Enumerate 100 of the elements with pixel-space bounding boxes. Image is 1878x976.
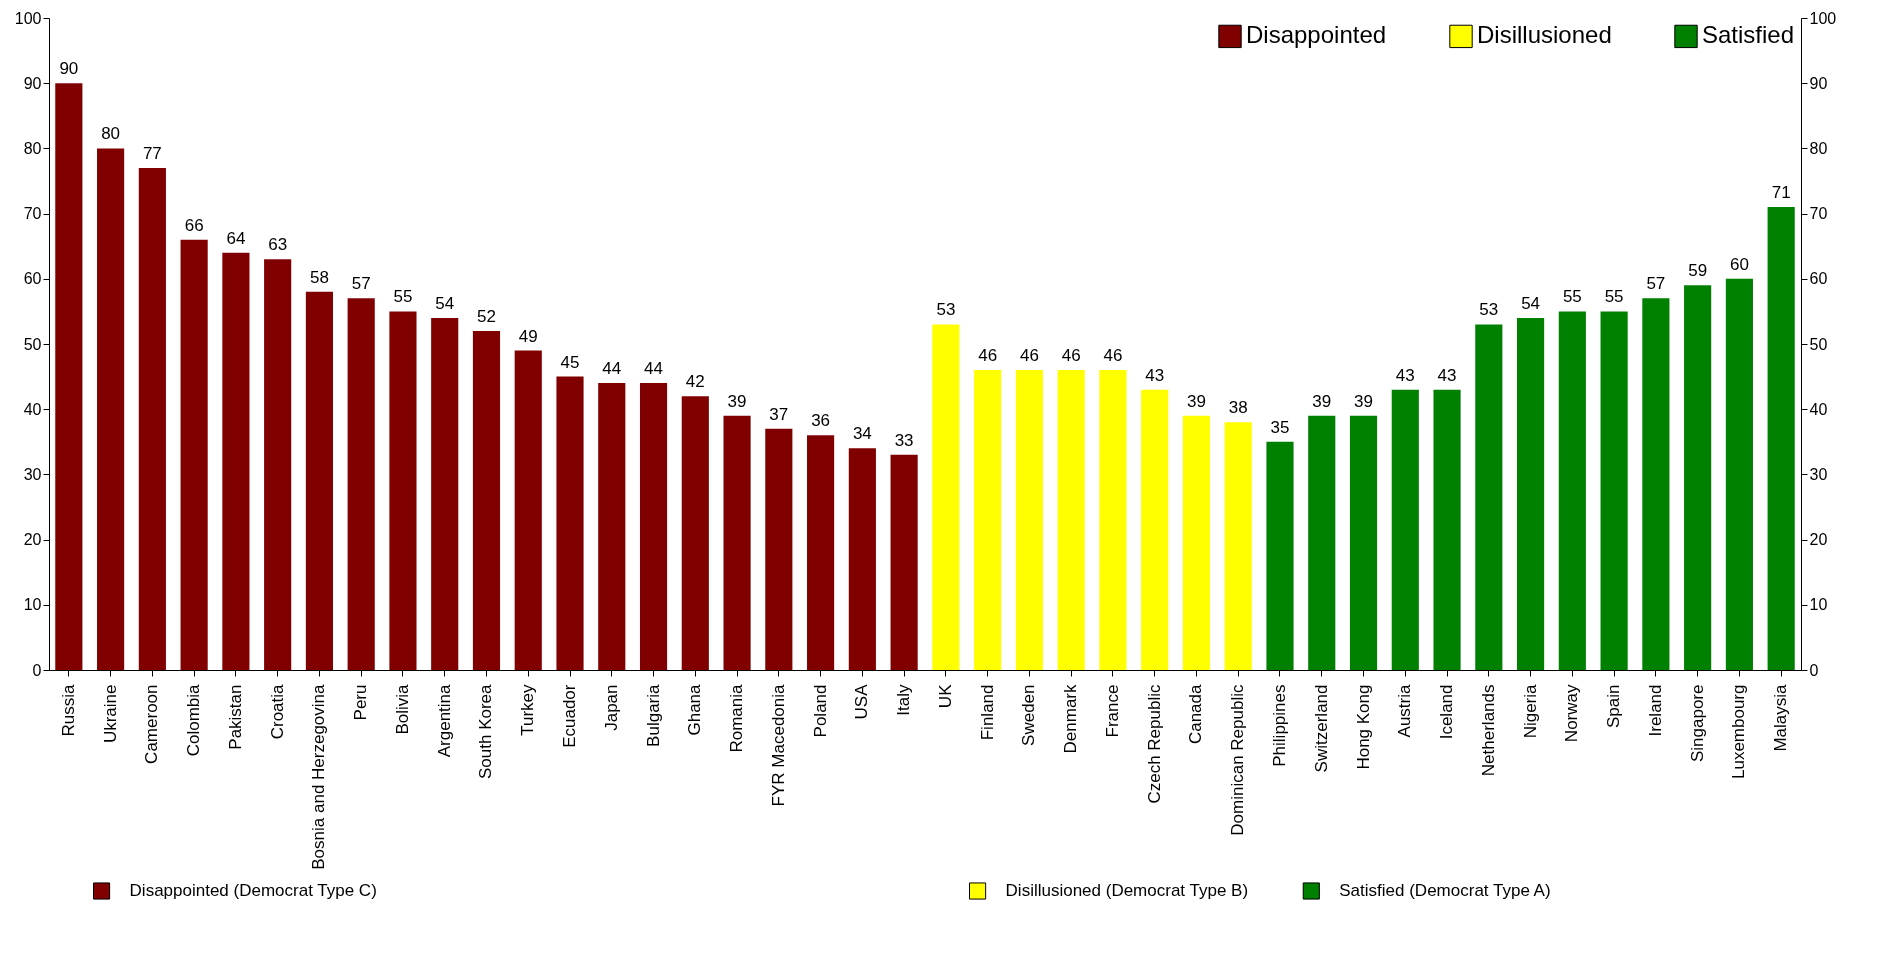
- bar: [1266, 441, 1294, 670]
- bar: [1642, 298, 1670, 670]
- bar: [974, 370, 1002, 670]
- data-label: 54: [435, 293, 455, 313]
- data-label: 43: [1145, 365, 1165, 385]
- data-label: 71: [1771, 183, 1791, 203]
- x-tick-label: Argentina: [434, 683, 454, 758]
- data-label: 53: [936, 300, 956, 320]
- bar: [97, 148, 125, 670]
- bar: [514, 350, 542, 670]
- x-tick-label: Cameroon: [142, 684, 162, 764]
- y-tick-label: 20: [23, 531, 42, 549]
- bar: [765, 428, 793, 670]
- x-tick-label: Poland: [810, 684, 830, 738]
- x-tick-label: Japan: [601, 684, 621, 731]
- x-tick-label: Ecuador: [560, 684, 580, 748]
- y2-tick-label: 70: [1809, 205, 1828, 223]
- data-label: 55: [1604, 287, 1624, 307]
- bar: [1015, 370, 1043, 670]
- y2-tick-label: 50: [1809, 335, 1828, 353]
- bar: [1433, 389, 1461, 670]
- y2-tick-label: 0: [1809, 661, 1819, 679]
- bar: [472, 330, 501, 670]
- bar: [807, 435, 835, 670]
- x-tick-label: Croatia: [267, 683, 287, 740]
- data-label: 46: [1061, 346, 1081, 366]
- data-label: 90: [59, 59, 79, 79]
- data-label: 60: [1729, 254, 1749, 274]
- data-label: 45: [560, 352, 580, 372]
- y2-tick-label: 30: [1809, 465, 1828, 483]
- bar: [222, 252, 250, 670]
- data-label: 46: [978, 346, 998, 366]
- bar: [681, 396, 709, 670]
- data-label: 39: [727, 391, 747, 411]
- data-label: 55: [393, 287, 413, 307]
- bar: [1308, 415, 1336, 670]
- x-tick-label: Norway: [1562, 684, 1582, 743]
- data-label: 46: [1103, 346, 1123, 366]
- data-label: 49: [518, 326, 538, 346]
- x-tick-label: Czech Republic: [1144, 684, 1164, 804]
- x-tick-label: Ukraine: [100, 684, 120, 744]
- bar: [1684, 285, 1712, 670]
- bar: [556, 376, 584, 670]
- legend-label: Satisfied: [1702, 21, 1795, 49]
- bar: [1725, 278, 1753, 670]
- y-tick-label: 80: [23, 139, 42, 157]
- data-label: 37: [769, 404, 789, 424]
- x-tick-label: Ireland: [1645, 684, 1665, 737]
- data-label: 38: [1228, 398, 1248, 418]
- bar: [431, 317, 459, 670]
- x-tick-label: Luxembourg: [1729, 684, 1749, 780]
- x-tick-label: Ghana: [685, 683, 705, 736]
- data-label: 59: [1688, 261, 1708, 281]
- data-label: 35: [1270, 417, 1290, 437]
- bar: [1349, 415, 1378, 670]
- x-tick-label: Malaysia: [1771, 683, 1791, 752]
- data-label: 39: [1312, 391, 1332, 411]
- bar: [598, 383, 626, 670]
- y-tick-label: 60: [23, 270, 42, 288]
- x-tick-label: Singapore: [1687, 684, 1707, 763]
- x-tick-label: Peru: [351, 684, 371, 721]
- data-label: 80: [101, 124, 121, 144]
- x-tick-label: Canada: [1186, 683, 1206, 745]
- bar: [1391, 389, 1419, 670]
- x-tick-label: Dominican Republic: [1228, 684, 1248, 836]
- data-label: 36: [811, 411, 831, 431]
- y-tick-label: 0: [32, 661, 42, 679]
- y-tick-label: 70: [23, 205, 42, 223]
- data-label: 43: [1437, 365, 1457, 385]
- bar: [848, 448, 876, 670]
- data-label: 63: [268, 235, 288, 255]
- bar: [1141, 389, 1169, 670]
- bar: [723, 415, 751, 670]
- bar: [639, 383, 668, 670]
- bar: [1767, 207, 1795, 670]
- x-tick-label: Spain: [1604, 684, 1624, 728]
- y2-tick-label: 100: [1809, 9, 1837, 27]
- y-tick-label: 40: [23, 400, 42, 418]
- bar: [1224, 422, 1252, 670]
- data-label: 34: [852, 424, 872, 444]
- text: Satisfied (Democrat Type A): [1339, 881, 1551, 900]
- x-tick-label: Bosnia and Herzegovina: [309, 683, 329, 870]
- bar: [1517, 317, 1545, 670]
- y2-tick-label: 20: [1809, 531, 1828, 549]
- bar: [1182, 415, 1211, 670]
- y-tick-label: 50: [23, 335, 42, 353]
- x-tick-label: Turkey: [518, 684, 538, 736]
- y2-tick-label: 10: [1809, 596, 1828, 614]
- x-tick-label: Bolivia: [392, 683, 412, 735]
- bar: [180, 239, 208, 670]
- bar: [1475, 324, 1503, 670]
- y2-tick-label: 60: [1809, 270, 1828, 288]
- x-tick-label: South Korea: [476, 683, 496, 780]
- y2-tick-label: 90: [1809, 74, 1828, 92]
- legend-label: Disillusioned: [1477, 21, 1612, 49]
- bar: [1558, 311, 1586, 670]
- x-tick-label: Philippines: [1269, 684, 1289, 767]
- y2-tick-label: 40: [1809, 400, 1828, 418]
- data-label: 55: [1562, 287, 1582, 307]
- data-label: 57: [351, 274, 371, 294]
